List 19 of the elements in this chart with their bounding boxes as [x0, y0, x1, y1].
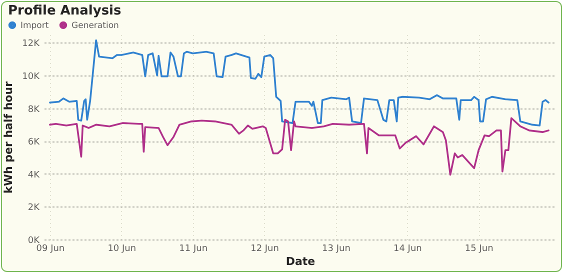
- x-tick-label: 12 Jun: [250, 244, 279, 254]
- chart-title: Profile Analysis: [8, 4, 122, 18]
- x-tick-label: 14 Jun: [393, 244, 422, 254]
- y-tick-label: 10K: [22, 72, 41, 82]
- y-tick-label: 8K: [28, 104, 41, 115]
- x-tick-label: 15 Jun: [464, 244, 494, 254]
- x-tick-label: 09 Jun: [36, 244, 65, 254]
- y-tick-label: 0K: [28, 236, 41, 246]
- x-tick-label: 10 Jun: [108, 244, 136, 254]
- legend-label: Import: [20, 21, 50, 32]
- x-tick-label: 13 Jun: [322, 244, 350, 254]
- y-tick-label: 6K: [28, 138, 41, 148]
- x-axis-title: Date: [286, 255, 316, 268]
- legend-label: Generation: [72, 21, 119, 32]
- y-axis-title: kWh per half hour: [2, 80, 16, 194]
- x-tick-label: 11 Jun: [179, 244, 208, 254]
- y-tick-label: 12K: [22, 39, 41, 50]
- y-tick-label: 4K: [28, 170, 41, 180]
- y-tick-label: 2K: [28, 203, 41, 214]
